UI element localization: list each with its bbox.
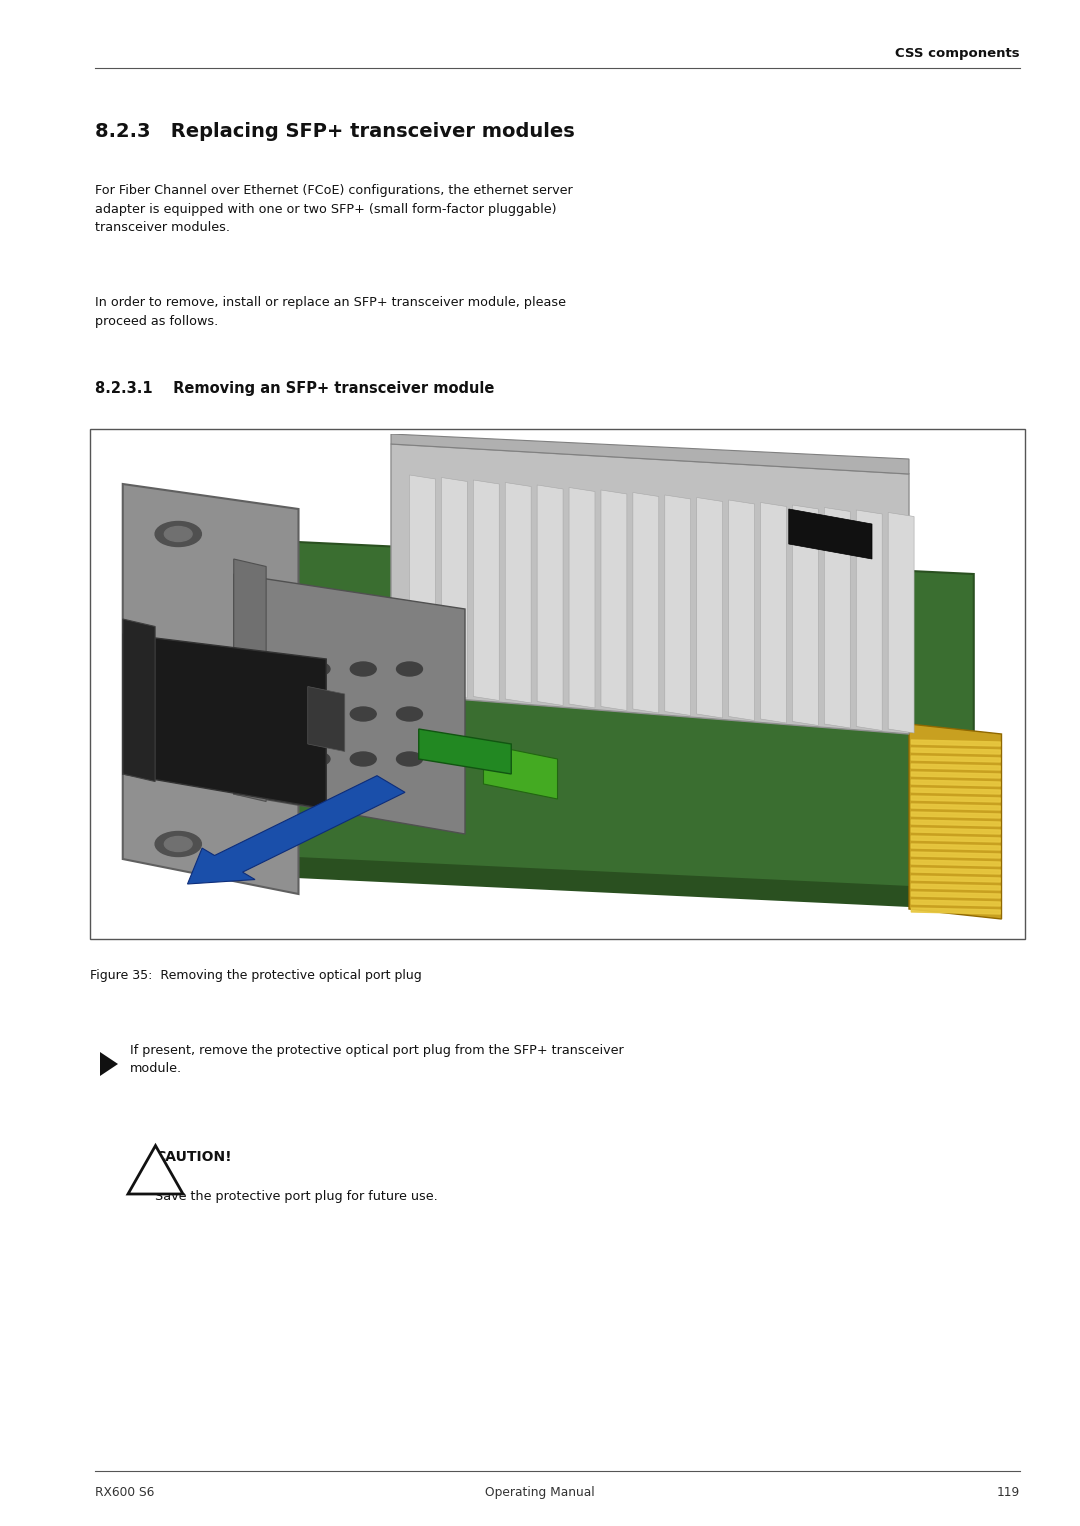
Polygon shape xyxy=(633,493,659,713)
Circle shape xyxy=(164,836,192,852)
Circle shape xyxy=(258,662,284,676)
Polygon shape xyxy=(233,539,974,909)
Circle shape xyxy=(350,662,376,676)
Circle shape xyxy=(258,707,284,720)
Text: CSS components: CSS components xyxy=(895,47,1020,60)
Polygon shape xyxy=(123,484,298,894)
Polygon shape xyxy=(909,723,1001,919)
Text: !: ! xyxy=(151,1172,160,1190)
Polygon shape xyxy=(824,508,850,728)
Polygon shape xyxy=(123,620,156,781)
Polygon shape xyxy=(484,745,557,800)
FancyArrow shape xyxy=(188,775,405,884)
Polygon shape xyxy=(129,1146,183,1193)
Circle shape xyxy=(305,752,330,766)
Polygon shape xyxy=(442,478,468,697)
Polygon shape xyxy=(665,494,691,716)
Circle shape xyxy=(156,522,201,546)
Polygon shape xyxy=(391,433,909,475)
Polygon shape xyxy=(760,502,786,723)
Circle shape xyxy=(396,752,422,766)
Polygon shape xyxy=(788,510,872,559)
Polygon shape xyxy=(391,444,909,734)
Polygon shape xyxy=(233,855,974,909)
Polygon shape xyxy=(888,513,914,732)
Circle shape xyxy=(350,707,376,720)
Polygon shape xyxy=(419,729,511,774)
Polygon shape xyxy=(409,475,435,696)
Text: Figure 35:  Removing the protective optical port plug: Figure 35: Removing the protective optic… xyxy=(90,969,422,983)
Polygon shape xyxy=(123,633,326,809)
Circle shape xyxy=(350,752,376,766)
Polygon shape xyxy=(233,559,266,801)
Circle shape xyxy=(396,662,422,676)
Circle shape xyxy=(258,752,284,766)
Circle shape xyxy=(164,526,192,542)
Text: CAUTION!: CAUTION! xyxy=(156,1151,231,1164)
Text: For Fiber Channel over Ethernet (FCoE) configurations, the ethernet server
adapt: For Fiber Channel over Ethernet (FCoE) c… xyxy=(95,185,572,233)
Text: Save the protective port plug for future use.: Save the protective port plug for future… xyxy=(156,1190,437,1202)
Circle shape xyxy=(396,707,422,720)
Text: 8.2.3.1    Removing an SFP+ transceiver module: 8.2.3.1 Removing an SFP+ transceiver mod… xyxy=(95,382,495,397)
Text: RX600 S6: RX600 S6 xyxy=(95,1486,154,1499)
Polygon shape xyxy=(233,574,465,835)
Polygon shape xyxy=(729,501,755,720)
Circle shape xyxy=(156,832,201,856)
Polygon shape xyxy=(856,510,882,731)
Polygon shape xyxy=(537,485,563,705)
Polygon shape xyxy=(505,482,531,703)
Polygon shape xyxy=(100,1051,118,1076)
Polygon shape xyxy=(569,487,595,708)
Circle shape xyxy=(305,707,330,720)
Polygon shape xyxy=(600,490,626,711)
Text: 119: 119 xyxy=(997,1486,1020,1499)
Bar xyxy=(90,429,1025,938)
Text: In order to remove, install or replace an SFP+ transceiver module, please
procee: In order to remove, install or replace a… xyxy=(95,296,566,328)
Polygon shape xyxy=(473,481,499,700)
Text: If present, remove the protective optical port plug from the SFP+ transceiver
mo: If present, remove the protective optica… xyxy=(130,1044,624,1076)
Circle shape xyxy=(305,662,330,676)
Polygon shape xyxy=(793,505,819,725)
Text: 8.2.3   Replacing SFP+ transceiver modules: 8.2.3 Replacing SFP+ transceiver modules xyxy=(95,122,575,140)
Polygon shape xyxy=(697,497,723,719)
Polygon shape xyxy=(308,687,345,751)
Text: Operating Manual: Operating Manual xyxy=(485,1486,595,1499)
